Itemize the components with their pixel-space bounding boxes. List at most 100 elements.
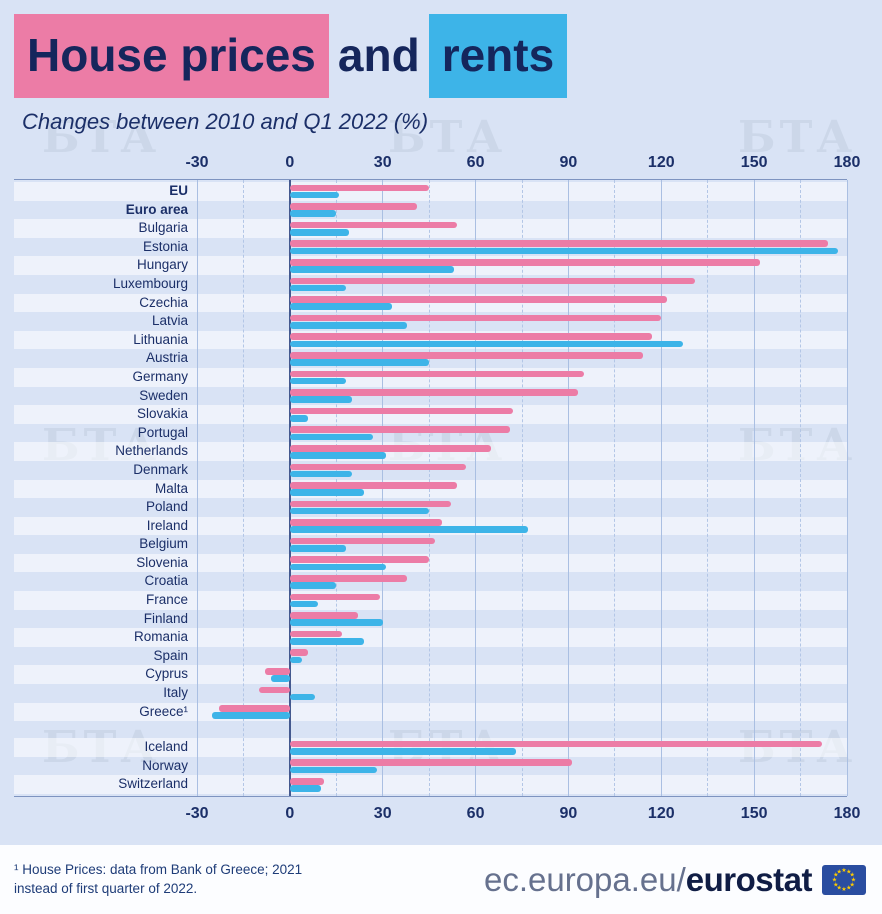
- country-row: EU: [14, 182, 847, 201]
- rents-bar: [289, 321, 408, 329]
- country-label: Croatia: [144, 573, 188, 589]
- country-label: Bulgaria: [138, 220, 188, 236]
- x-tick-label: 30: [373, 154, 392, 171]
- bar-chart: -30 0 30 60 90 120 150 180 EU Euro area Bulgaria E…: [14, 149, 860, 827]
- bar-group: [197, 665, 847, 684]
- house-prices-bar: [289, 482, 457, 489]
- house-prices-bar: [289, 537, 436, 545]
- brand-name: eurostat: [685, 860, 813, 898]
- country-label: Romania: [133, 629, 188, 645]
- house-prices-bar: [289, 593, 380, 601]
- country-row: Slovakia: [14, 405, 847, 424]
- x-axis-top: -30 0 30 60 90 120 150 180: [185, 149, 860, 179]
- footnote-line1: ¹ House Prices: data from Bank of Greece…: [14, 861, 303, 877]
- house-prices-bar: [289, 296, 668, 303]
- country-row: Luxembourg: [14, 275, 847, 294]
- rents-bar: [289, 656, 303, 664]
- house-prices-bar: [289, 740, 823, 748]
- country-label: Euro area: [125, 201, 188, 217]
- rents-bar: [289, 526, 529, 534]
- x-tick-label: 180: [833, 154, 861, 171]
- title-and: and: [337, 29, 420, 81]
- country-label: Greece¹: [139, 703, 188, 719]
- country-row: Bulgaria: [14, 219, 847, 238]
- country-label: Sweden: [139, 387, 188, 403]
- bar-group: [197, 775, 847, 794]
- country-label: Austria: [145, 350, 188, 366]
- rents-bar: [289, 396, 352, 403]
- x-tick-label: 60: [466, 805, 485, 822]
- country-label: France: [145, 592, 188, 608]
- country-label: Cyprus: [145, 666, 188, 682]
- house-prices-bar: [289, 314, 662, 322]
- bar-group: [197, 442, 847, 461]
- bar-group: [197, 647, 847, 666]
- house-prices-bar: [289, 630, 343, 638]
- bar-group: [197, 275, 847, 294]
- country-row: Denmark: [14, 461, 847, 480]
- house-prices-bar: [289, 277, 696, 285]
- rents-bar: [289, 433, 374, 441]
- svg-text:★: ★: [846, 868, 851, 875]
- country-row: Sweden: [14, 387, 847, 406]
- country-row: Lithuania: [14, 330, 847, 350]
- country-label: Malta: [154, 480, 188, 496]
- bar-group: [197, 591, 847, 610]
- country-label: Poland: [145, 499, 188, 515]
- svg-text:★: ★: [841, 886, 846, 893]
- country-row: Euro area: [14, 201, 847, 220]
- country-row: Slovenia: [14, 553, 847, 573]
- bta-watermark: БТА: [388, 112, 507, 163]
- bar-group: [197, 331, 847, 350]
- country-row: Belgium: [14, 535, 847, 554]
- country-row: France: [14, 591, 847, 610]
- rents-bar: [289, 191, 340, 199]
- bar-group: [197, 256, 847, 275]
- country-label: Estonia: [142, 238, 188, 254]
- rents-bar: [289, 247, 838, 255]
- house-prices-bar: [289, 649, 309, 657]
- rents-bar: [289, 377, 346, 385]
- bar-group: [197, 312, 847, 331]
- rents-bar: [289, 545, 346, 552]
- rents-bar: [289, 489, 365, 496]
- rents-bar: [212, 712, 290, 720]
- rents-bar: [289, 638, 365, 645]
- bar-group: [197, 554, 847, 573]
- rents-bar: [289, 766, 377, 774]
- bar-group: [197, 610, 847, 629]
- svg-text:★: ★: [841, 867, 846, 874]
- house-prices-bar: [289, 351, 643, 359]
- rents-bar: [289, 619, 383, 627]
- svg-text:★: ★: [837, 884, 842, 891]
- house-prices-bar: [289, 184, 430, 192]
- eu-flag-logo: ★★★ ★★★ ★★★ ★ ★★: [822, 864, 866, 895]
- country-label: Italy: [163, 685, 188, 701]
- house-prices-bar: [289, 370, 584, 378]
- x-tick-label: 120: [647, 154, 675, 171]
- country-row: Portugal: [14, 424, 847, 443]
- page-title: House prices and rents: [14, 14, 868, 98]
- country-row: Spain: [14, 647, 847, 666]
- footer: ¹ House Prices: data from Bank of Greece…: [0, 845, 882, 914]
- brand-prefix: ec.europa.eu/: [483, 860, 686, 898]
- svg-text:★: ★: [833, 871, 838, 878]
- house-prices-bar: [289, 556, 430, 564]
- bar-group: [197, 201, 847, 220]
- rents-bar: [289, 785, 321, 792]
- house-prices-bar: [289, 203, 417, 210]
- country-row: Norway: [14, 757, 847, 776]
- x-axis-bottom: -30 0 30 60 90 120 150 180: [185, 797, 860, 827]
- x-tick-label: 60: [466, 154, 485, 171]
- country-label: Belgium: [139, 536, 188, 552]
- country-label: Latvia: [151, 313, 188, 329]
- bar-group: [197, 405, 847, 424]
- svg-text:★: ★: [851, 876, 856, 883]
- rents-bar: [289, 600, 318, 608]
- bar-group: [197, 572, 847, 591]
- footnote-line2: instead of first quarter of 2022.: [14, 880, 198, 896]
- bar-group: [197, 535, 847, 554]
- rents-bar: [289, 507, 430, 515]
- chart-header: House prices and rents Changes between 2…: [0, 0, 882, 135]
- bar-group: [197, 757, 847, 776]
